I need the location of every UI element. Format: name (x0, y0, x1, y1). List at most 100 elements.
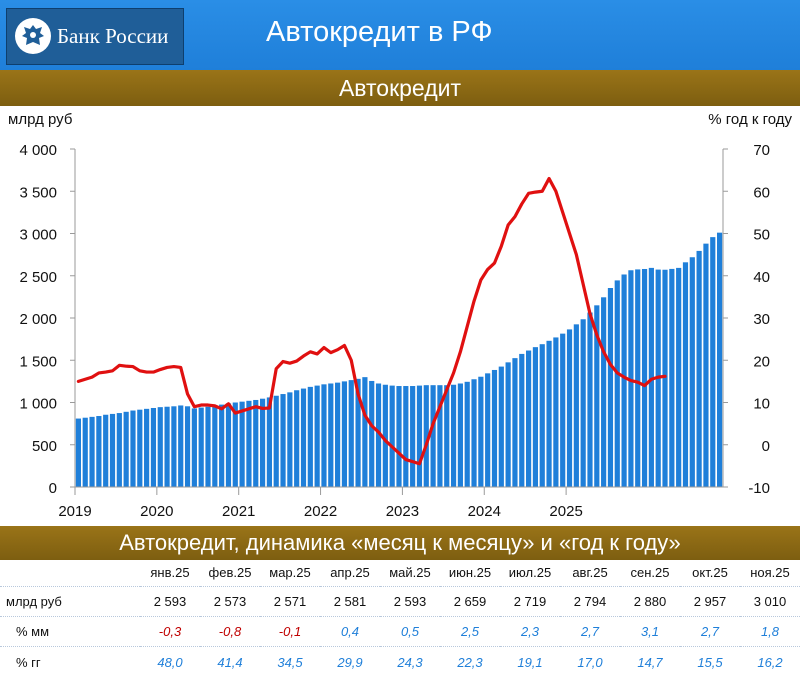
bar (703, 243, 709, 487)
bar (587, 312, 593, 487)
bar (403, 386, 409, 487)
table-cell: 0,4 (340, 624, 360, 640)
table-cell: 2 719 (513, 593, 547, 609)
bar (450, 384, 457, 487)
table-cell: 2,3 (520, 624, 540, 640)
bar (82, 417, 88, 487)
bar (505, 362, 511, 487)
bar (109, 413, 116, 487)
bar (614, 280, 620, 487)
row-label: % мм (16, 624, 50, 640)
table-cell: 3,1 (640, 624, 660, 640)
bar (423, 385, 429, 487)
eagle-emblem-icon (15, 18, 51, 54)
table-cell: 2,7 (580, 624, 600, 640)
bar (103, 414, 109, 487)
bar (341, 381, 348, 488)
bar (485, 373, 491, 487)
bar (573, 324, 579, 487)
bar (641, 268, 648, 487)
table-cell: 2 794 (573, 593, 607, 609)
bar (676, 267, 682, 487)
bar (519, 353, 525, 487)
left-tick-label: 2 500 (19, 269, 57, 286)
bar (144, 408, 150, 487)
table-cell: -0,8 (218, 624, 242, 640)
bar (696, 250, 702, 487)
bar (526, 350, 532, 487)
bar (478, 376, 484, 487)
bar (648, 267, 654, 487)
bar (444, 385, 450, 487)
bar (389, 385, 395, 487)
bar (532, 347, 539, 487)
left-tick-label: 4 000 (19, 142, 57, 159)
bar (137, 409, 143, 487)
left-axis-label: млрд руб (8, 111, 72, 128)
table-cell: 1,8 (760, 624, 780, 640)
column-header: ноя.25 (750, 565, 790, 581)
column-header: июн.25 (448, 565, 492, 581)
table-cell: 22,3 (457, 654, 483, 670)
bar (273, 395, 279, 487)
right-tick-label: 0 (762, 438, 770, 455)
right-tick-label: 50 (753, 227, 770, 244)
bar (280, 394, 286, 487)
bar (580, 319, 586, 487)
bar (546, 340, 552, 487)
left-tick-label: 3 500 (19, 184, 57, 201)
x-tick-label: 2019 (58, 503, 91, 520)
bar (178, 405, 184, 487)
table-cell: 14,7 (637, 654, 663, 670)
bar (246, 400, 252, 487)
bar (369, 380, 375, 487)
bar (232, 402, 238, 487)
table-cell: 29,9 (337, 654, 363, 670)
bar (410, 386, 416, 487)
table-cell: 2,5 (460, 624, 480, 640)
column-header: апр.25 (330, 565, 370, 581)
left-tick-label: 1 000 (19, 396, 57, 413)
bar (253, 399, 259, 487)
table-cell: 2 571 (273, 593, 307, 609)
table-cell: 19,1 (517, 654, 543, 670)
bar (96, 416, 102, 487)
chart-title-band: Автокредит (0, 70, 800, 106)
bar (116, 413, 122, 487)
bar (307, 386, 313, 487)
left-tick-label: 0 (49, 480, 57, 497)
right-tick-label: 30 (753, 311, 770, 328)
bar (348, 380, 354, 487)
bar (512, 358, 518, 487)
bar (621, 274, 627, 487)
bar (150, 407, 157, 487)
bar (300, 388, 307, 487)
left-tick-label: 500 (32, 438, 57, 455)
bar (130, 410, 136, 487)
table-cell: 2 593 (393, 593, 427, 609)
right-axis-label: % год к году (708, 111, 792, 128)
right-tick-label: 60 (753, 184, 770, 201)
column-header: янв.25 (150, 565, 190, 581)
bar (560, 333, 566, 487)
left-tick-label: 3 000 (19, 227, 57, 244)
bars-layer (75, 232, 723, 488)
table-cell: 15,5 (697, 654, 723, 670)
bar (553, 337, 559, 487)
bar (123, 411, 129, 487)
right-tick-label: -10 (748, 480, 770, 497)
bar (635, 269, 641, 487)
bar (321, 384, 327, 487)
bar (628, 270, 634, 487)
header-bar: Банк России Автокредит в РФ (0, 0, 800, 70)
table-cell: 24,3 (397, 654, 423, 670)
table-cell: 2 573 (213, 593, 247, 609)
bar (355, 378, 361, 487)
right-tick-label: 20 (753, 353, 770, 370)
table-row-mom: % мм -0,3 -0,8 -0,1 0,4 0,5 2,5 2,3 2,7 … (0, 616, 800, 646)
column-header: окт.25 (692, 565, 728, 581)
table-cell: 17,0 (577, 654, 603, 670)
bar (335, 382, 341, 487)
bar (328, 383, 334, 487)
